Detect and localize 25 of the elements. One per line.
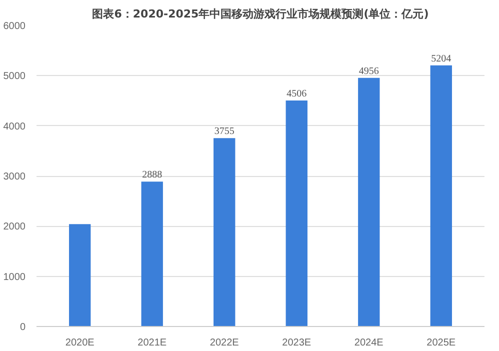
data-label: 4956	[358, 66, 379, 77]
x-tick-label: 2024E	[354, 338, 384, 348]
x-tick-label: 2023E	[282, 338, 312, 348]
bar	[141, 182, 163, 326]
bar	[430, 65, 452, 326]
x-tick-label: 2025E	[426, 338, 456, 348]
y-tick-label: 2000	[3, 222, 26, 233]
data-label: 4506	[286, 88, 307, 100]
x-tick-label: 2020E	[65, 338, 95, 348]
data-label: 2888	[142, 170, 162, 181]
y-tick-label: 6000	[3, 21, 26, 32]
y-tick-label: 4000	[3, 121, 26, 132]
y-tick-label: 5000	[3, 71, 26, 82]
x-tick-label: 2021E	[138, 338, 167, 348]
chart-title: 图表6：2020-2025年中国移动游戏行业市场规模预测(单位：亿元)	[92, 8, 429, 20]
bar	[214, 138, 236, 326]
data-label: 3755	[214, 126, 234, 138]
x-tick-label: 2022E	[210, 338, 240, 348]
y-tick-label: 1000	[3, 272, 26, 283]
y-tick-label: 3000	[3, 172, 26, 182]
y-tick-label: 0	[20, 322, 26, 333]
bar	[69, 224, 91, 326]
bar	[358, 78, 380, 326]
data-label: 5204	[431, 53, 452, 64]
bar	[286, 100, 308, 326]
